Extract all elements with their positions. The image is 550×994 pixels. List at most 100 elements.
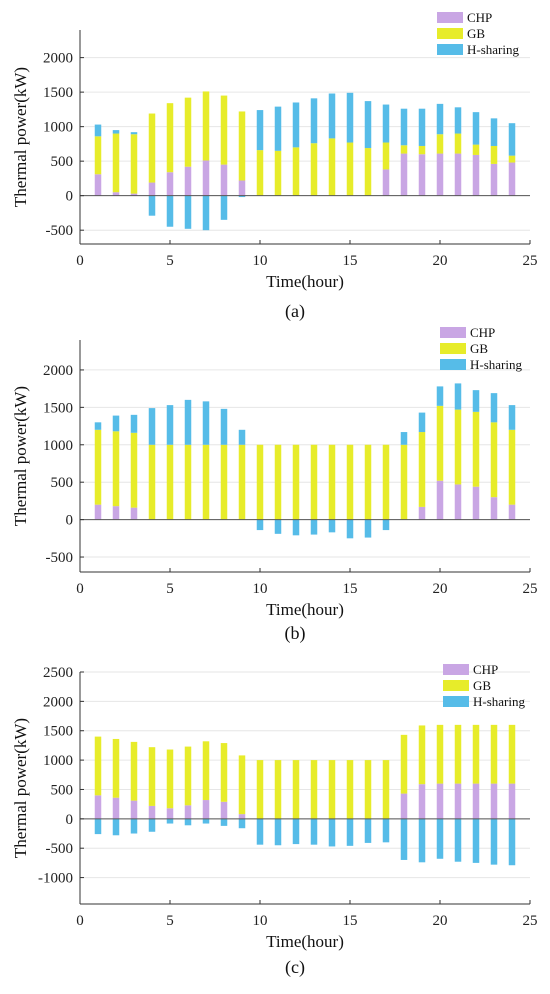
- bar-h-sharing-hour-16: [364, 519, 372, 538]
- y-tick-label: 2000: [43, 694, 73, 710]
- legend-label: H-sharing: [467, 42, 519, 57]
- panel-caption: (a): [285, 301, 305, 322]
- panel-caption: (b): [285, 623, 306, 644]
- y-tick-label: 500: [51, 782, 74, 798]
- bar-h-sharing-hour-12: [292, 519, 300, 536]
- bar-h-sharing-hour-19: [418, 108, 426, 146]
- legend-swatch-gb: [440, 343, 466, 354]
- bar-h-sharing-hour-24: [508, 123, 516, 156]
- x-tick-label: 0: [76, 913, 84, 929]
- bar-h-sharing-hour-2: [112, 130, 120, 134]
- bar-chp-hour-24: [508, 504, 516, 520]
- bar-gb-hour-6: [184, 444, 192, 520]
- bar-gb-hour-22: [472, 144, 480, 155]
- bar-h-sharing-hour-7: [202, 401, 210, 445]
- bar-chp-hour-21: [454, 484, 462, 520]
- bar-gb-hour-13: [310, 143, 318, 196]
- bar-chp-hour-1: [94, 174, 102, 196]
- legend-swatch-chp: [443, 664, 469, 675]
- bar-gb-hour-24: [508, 724, 516, 784]
- bar-chp-hour-7: [202, 800, 210, 819]
- bar-gb-hour-11: [274, 444, 282, 520]
- y-tick-label: -500: [46, 223, 74, 239]
- bar-gb-hour-21: [454, 724, 462, 784]
- bar-chp-hour-21: [454, 153, 462, 196]
- bar-gb-hour-9: [238, 755, 246, 815]
- bar-chp-hour-24: [508, 162, 516, 196]
- bar-h-sharing-hour-12: [292, 102, 300, 148]
- y-tick-label: -1000: [38, 871, 73, 887]
- bar-h-sharing-hour-3: [130, 818, 138, 834]
- y-tick-label: 2000: [43, 51, 73, 67]
- bar-gb-hour-2: [112, 738, 120, 798]
- bar-h-sharing-hour-8: [220, 818, 228, 826]
- bar-gb-hour-19: [418, 145, 426, 155]
- bar-gb-hour-15: [346, 760, 354, 819]
- bar-h-sharing-hour-5: [166, 195, 174, 227]
- bar-gb-hour-24: [508, 155, 516, 163]
- bar-h-sharing-hour-18: [400, 432, 408, 445]
- bar-chp-hour-4: [148, 182, 156, 196]
- bar-gb-hour-3: [130, 134, 138, 194]
- bar-h-sharing-hour-21: [454, 107, 462, 134]
- bar-chp-hour-9: [238, 180, 246, 196]
- x-tick-label: 25: [523, 253, 538, 269]
- bar-h-sharing-hour-1: [94, 422, 102, 430]
- bar-gb-hour-13: [310, 444, 318, 520]
- bar-chp-hour-19: [418, 784, 426, 819]
- bar-gb-hour-14: [328, 444, 336, 520]
- bar-gb-hour-19: [418, 725, 426, 785]
- bar-gb-hour-14: [328, 138, 336, 196]
- bar-gb-hour-21: [454, 409, 462, 485]
- bar-h-sharing-hour-20: [436, 818, 444, 859]
- x-tick-label: 20: [433, 253, 448, 269]
- x-tick-label: 5: [166, 253, 174, 269]
- bar-h-sharing-hour-14: [328, 519, 336, 533]
- chart-panel-c: -1000 -500 0 500 1000 1500 2000 2500 0 5 10 15 20 25 T…: [11, 662, 538, 978]
- x-tick-label: 15: [343, 253, 358, 269]
- bar-chp-hour-6: [184, 805, 192, 819]
- bar-chp-hour-18: [400, 793, 408, 819]
- bar-gb-hour-5: [166, 103, 174, 173]
- bar-gb-hour-17: [382, 760, 390, 819]
- x-tick-label: 25: [523, 581, 538, 597]
- bar-h-sharing-hour-19: [418, 412, 426, 433]
- y-tick-label: 1500: [43, 85, 73, 101]
- x-tick-label: 25: [523, 913, 538, 929]
- bar-gb-hour-21: [454, 133, 462, 154]
- bar-h-sharing-hour-15: [346, 519, 354, 539]
- bar-chp-hour-22: [472, 154, 480, 196]
- bar-chp-hour-3: [130, 507, 138, 520]
- bar-gb-hour-22: [472, 411, 480, 487]
- bar-h-sharing-hour-6: [184, 818, 192, 826]
- y-tick-label: 0: [66, 189, 74, 205]
- y-tick-label: 500: [51, 154, 74, 170]
- x-tick-label: 5: [166, 913, 174, 929]
- bar-h-sharing-hour-9: [238, 195, 246, 198]
- bar-h-sharing-hour-2: [112, 415, 120, 432]
- x-axis-title: Time(hour): [266, 272, 344, 291]
- bar-gb-hour-20: [436, 134, 444, 154]
- legend-swatch-h-sharing: [443, 696, 469, 707]
- bar-gb-hour-9: [238, 111, 246, 181]
- bar-gb-hour-11: [274, 150, 282, 196]
- bar-h-sharing-hour-5: [166, 818, 174, 824]
- y-tick-label: 2500: [43, 665, 73, 681]
- x-tick-label: 10: [253, 913, 268, 929]
- bar-gb-hour-19: [418, 432, 426, 507]
- bar-gb-hour-8: [220, 95, 228, 165]
- bar-chp-hour-21: [454, 783, 462, 819]
- y-tick-label: 0: [66, 513, 74, 529]
- bar-chp-hour-23: [490, 783, 498, 819]
- y-axis-title: Thermal power(kW): [11, 386, 30, 526]
- bar-h-sharing-hour-20: [436, 386, 444, 406]
- bar-gb-hour-15: [346, 444, 354, 520]
- bar-chp-hour-20: [436, 480, 444, 520]
- bar-gb-hour-8: [220, 743, 228, 802]
- bar-h-sharing-hour-7: [202, 195, 210, 231]
- bar-h-sharing-hour-8: [220, 408, 228, 445]
- bar-gb-hour-7: [202, 741, 210, 801]
- bar-chp-hour-19: [418, 506, 426, 520]
